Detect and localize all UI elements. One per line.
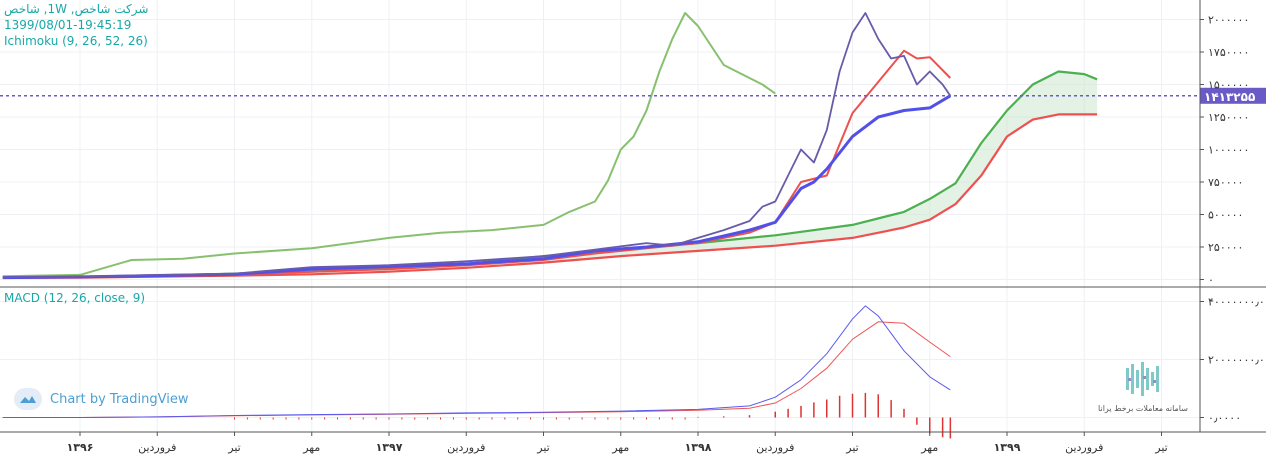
- x-tick-label: مهر: [611, 441, 629, 454]
- y-tick-label: ۷۵۰۰۰۰: [1208, 176, 1243, 189]
- x-tick-label: تیر: [227, 441, 240, 454]
- x-tick-label: فروردین: [447, 441, 485, 454]
- x-tick-label: فروردین: [756, 441, 794, 454]
- legend-title: شرکت شاخص, 1W, شاخص: [4, 2, 149, 16]
- logo-text: سامانه معاملات برخط یرانا: [1098, 404, 1188, 413]
- macd-series: [2, 305, 952, 439]
- series-leadB: [2, 113, 1098, 279]
- x-tick-label: مهر: [920, 441, 938, 454]
- x-tick-label: تیر: [536, 441, 549, 454]
- y-tick-label: ۱۷۵۰۰۰۰: [1208, 46, 1249, 59]
- x-tick-label: فروردین: [1065, 441, 1103, 454]
- x-axis: ۱۳۹۶ فروردین تیر مهر ۱۳۹۷ فروردین تیر مهر ۱۳۹۸ فر…: [67, 432, 1168, 454]
- y-axis-macd: ۰٫۰۰۰۰ ۲۰۰۰۰۰۰۰٫۰۰۰۰ ۴۰۰۰۰۰۰۰٫۰۰۰۰: [1200, 296, 1266, 425]
- y-tick-label-macd: ۴۰۰۰۰۰۰۰٫۰۰۰۰: [1208, 296, 1266, 309]
- x-tick-label: ۱۳۹۷: [376, 441, 403, 454]
- y-tick-label: ۱۲۵۰۰۰۰: [1208, 111, 1249, 124]
- legend-ichimoku: Ichimoku (9, 26, 52, 26): [4, 34, 148, 48]
- legend-macd: MACD (12, 26, close, 9): [4, 291, 146, 305]
- macd-line: [2, 305, 951, 418]
- y-axis-main: ۰ ۲۵۰۰۰۰ ۵۰۰۰۰۰ ۷۵۰۰۰۰ ۱۰۰۰۰۰۰ ۱۲۵۰۰۰۰ ۱۵۰۰۰۰۰…: [1200, 14, 1249, 287]
- x-tick-label: ۱۳۹۶: [67, 441, 94, 454]
- legend-date: 1399/08/01-19:45:19: [4, 18, 132, 32]
- y-tick-label: ۱۰۰۰۰۰۰: [1208, 144, 1249, 157]
- y-tick-label: ۲۰۰۰۰۰۰: [1208, 14, 1249, 27]
- axes: [0, 0, 1266, 433]
- x-tick-label: ۱۳۹۸: [685, 441, 712, 454]
- y-tick-label: ۲۵۰۰۰۰: [1208, 241, 1243, 254]
- series-conversion: [2, 94, 952, 280]
- grid: [0, 0, 1200, 432]
- y-tick-label: ۵۰۰۰۰۰: [1208, 209, 1243, 222]
- y-tick-label: ۰: [1208, 274, 1214, 287]
- broker-logo: سامانه معاملات برخط یرانا: [1098, 358, 1188, 418]
- tradingview-watermark[interactable]: Chart by TradingView: [14, 388, 188, 410]
- x-tick-label: تیر: [1154, 441, 1167, 454]
- x-tick-label: مهر: [302, 441, 320, 454]
- y-tick-label: ۱۵۰۰۰۰۰: [1208, 79, 1249, 92]
- series-price: [2, 12, 952, 279]
- x-tick-label: تیر: [845, 441, 858, 454]
- series-lagging: [2, 12, 776, 278]
- cloud-icon: [14, 388, 42, 410]
- x-tick-label: فروردین: [138, 441, 176, 454]
- current-price-label: ۱۴۱۳۲۵۵: [1204, 90, 1255, 104]
- watermark-text: Chart by TradingView: [50, 391, 189, 407]
- current-price-badge: [1200, 87, 1266, 104]
- x-tick-label: ۱۳۹۹: [994, 441, 1021, 454]
- y-tick-label-macd: ۰٫۰۰۰۰: [1208, 412, 1241, 425]
- main-series: ۱۴۱۳۲۵۵: [0, 12, 1266, 280]
- y-tick-label-macd: ۲۰۰۰۰۰۰۰٫۰۰۰۰: [1208, 354, 1266, 367]
- bars-logo-icon: [1126, 362, 1159, 396]
